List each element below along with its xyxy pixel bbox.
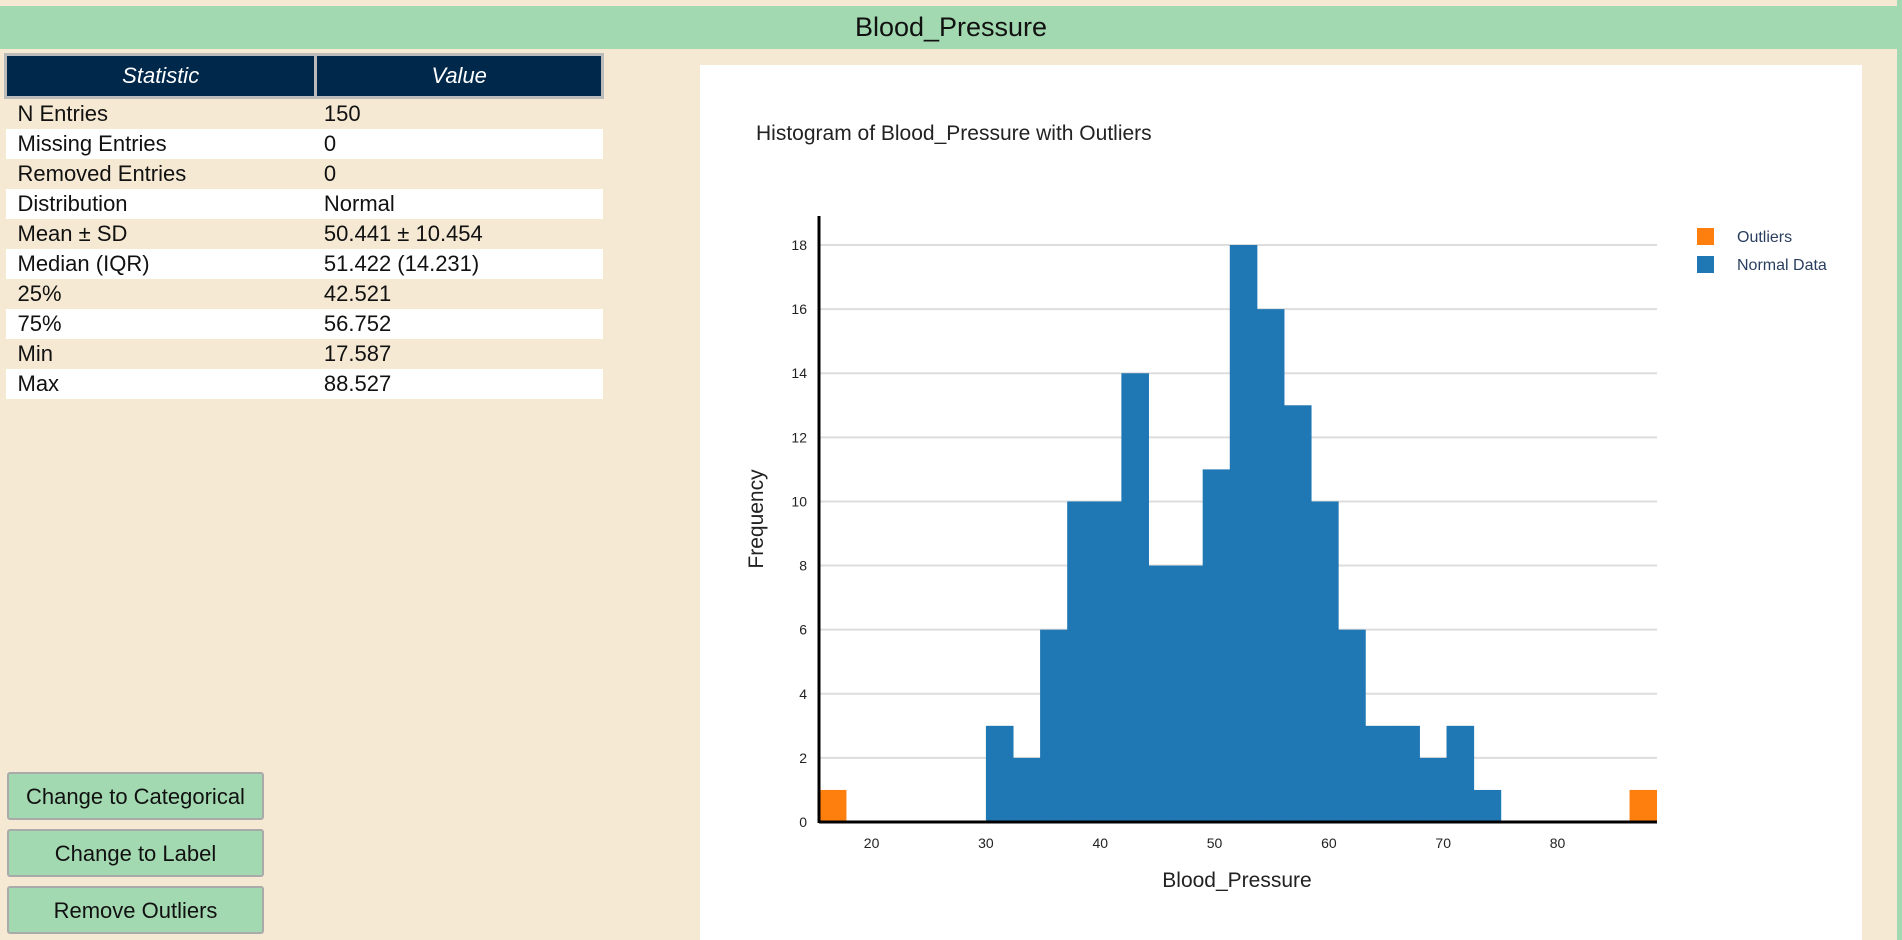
value-cell: 50.441 ± 10.454: [323, 221, 483, 246]
legend-label-outliers: Outliers: [1737, 229, 1792, 246]
x-tick-label: 50: [1207, 835, 1223, 851]
value-cell: 150: [323, 101, 361, 126]
table-row: Missing Entries 0: [5, 129, 603, 159]
table-row: 75% 56.752: [5, 309, 603, 339]
bar-normal-data: [1202, 469, 1231, 822]
table-row: Median (IQR) 51.422 (14.231): [5, 249, 603, 279]
y-tick-label: 16: [791, 301, 807, 317]
legend-swatch-normal: [1697, 256, 1714, 273]
table-row: Max 88.527: [5, 369, 603, 399]
bar-normal-data: [1148, 565, 1177, 822]
value-cell: 0: [315, 129, 603, 159]
bar-normal-data: [1094, 501, 1122, 822]
y-tick-label: 10: [791, 493, 807, 509]
statistic-cell: Missing Entries: [5, 129, 316, 159]
x-tick-label: 80: [1550, 835, 1566, 851]
value-cell: 88.527: [315, 369, 603, 399]
y-tick-label: 18: [791, 237, 807, 253]
table-row: Distribution Normal: [5, 189, 603, 219]
bar-normal-data: [1365, 725, 1393, 822]
bar-normal-data: [1229, 245, 1258, 822]
statistic-cell: Mean ± SD: [17, 221, 128, 246]
bar-normal-data: [1473, 789, 1502, 822]
statistics-table: Statistic Value N Entries 150 Missing Entr…: [3, 53, 604, 399]
column-header-value: Value: [314, 53, 604, 99]
bar-outlier: [1629, 789, 1657, 822]
bar-normal-data: [1446, 725, 1475, 822]
table-row: Mean ± SD 50.441 ± 10.454: [6, 219, 603, 249]
value-cell: 51.422 (14.231): [315, 249, 603, 279]
y-tick-label: 4: [799, 686, 807, 702]
y-tick-label: 8: [799, 558, 807, 574]
value-cell: 42.521: [323, 281, 392, 306]
table-row: Removed Entries 0: [6, 159, 603, 189]
y-tick-label: 12: [791, 429, 807, 445]
chart-title: Histogram of Blood_Pressure with Outlier…: [756, 122, 1152, 145]
bar-normal-data: [1392, 725, 1420, 822]
bar-normal-data: [1283, 405, 1312, 822]
change-to-label-button[interactable]: Change to Label: [7, 829, 264, 877]
statistic-cell: Min: [17, 341, 53, 366]
value-cell: Normal: [315, 189, 603, 219]
bar-normal-data: [1256, 309, 1285, 823]
bar-normal-data: [1419, 757, 1448, 822]
page-title: Blood_Pressure: [0, 6, 1902, 49]
y-tick-label: 6: [799, 622, 807, 638]
legend-label-normal: Normal Data: [1737, 257, 1827, 274]
table-row: Min 17.587: [6, 339, 603, 369]
x-tick-label: 20: [864, 835, 880, 851]
bar-normal-data: [1040, 629, 1068, 822]
table-row: 25% 42.521: [6, 279, 603, 309]
right-border: [1897, 0, 1902, 940]
statistic-cell: 25%: [17, 281, 62, 306]
bar-normal-data: [1067, 501, 1095, 822]
bar-normal-data: [1338, 629, 1366, 822]
statistic-cell: N Entries: [17, 101, 108, 126]
bar-outlier: [819, 789, 847, 822]
table-row: N Entries 150: [6, 98, 603, 130]
statistic-cell: Distribution: [5, 189, 316, 219]
y-tick-label: 0: [799, 814, 807, 830]
statistic-cell: 75%: [5, 309, 316, 339]
value-cell: 0: [323, 161, 337, 186]
bar-normal-data: [1121, 373, 1149, 822]
value-cell: 17.587: [323, 341, 392, 366]
change-to-categorical-button[interactable]: Change to Categorical: [7, 772, 264, 820]
bar-normal-data: [1175, 565, 1204, 822]
x-tick-label: 60: [1321, 835, 1337, 851]
bar-normal-data: [1311, 501, 1339, 822]
y-tick-label: 14: [791, 365, 807, 381]
x-tick-label: 40: [1092, 835, 1108, 851]
x-tick-label: 70: [1435, 835, 1451, 851]
statistic-cell: Max: [5, 369, 316, 399]
y-axis-label: Frequency: [745, 469, 768, 569]
remove-outliers-button[interactable]: Remove Outliers: [7, 886, 264, 934]
y-tick-label: 2: [799, 750, 807, 766]
statistic-cell: Median (IQR): [5, 249, 316, 279]
bar-normal-data: [985, 725, 1014, 822]
column-header-statistic: Statistic: [3, 53, 318, 99]
x-tick-label: 30: [978, 835, 994, 851]
value-cell: 56.752: [315, 309, 603, 339]
statistic-cell: Removed Entries: [17, 161, 187, 186]
legend-swatch-outliers: [1697, 228, 1714, 245]
bar-normal-data: [1013, 757, 1041, 822]
x-axis-label: Blood_Pressure: [1162, 869, 1311, 892]
